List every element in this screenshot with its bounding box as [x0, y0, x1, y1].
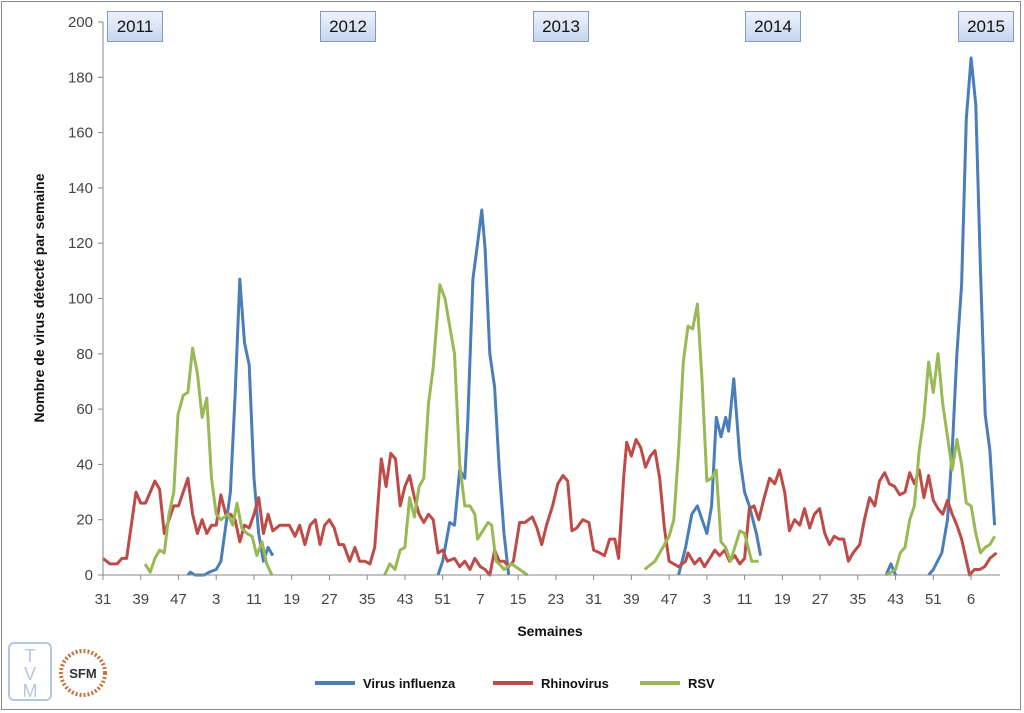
svg-text:T: T	[25, 646, 36, 666]
y-tick-label: 180	[68, 69, 93, 86]
y-ticks: 0 20 40 60 80 100 120 140 160 180 200	[68, 14, 103, 584]
x-tick-label: 6	[967, 591, 975, 608]
x-tick-label: 51	[925, 591, 942, 608]
y-tick-label: 140	[68, 180, 93, 197]
series-line-virus-influenza	[927, 56, 997, 576]
sfm-logo: SFM	[59, 649, 107, 697]
y-tick-label: 0	[85, 567, 93, 584]
x-tick-label: 43	[887, 591, 904, 608]
svg-text:V: V	[24, 664, 36, 684]
x-tick-label: 3	[703, 591, 711, 608]
legend: Virus influenza Rhinovirus RSV	[315, 676, 715, 691]
y-tick-label: 60	[76, 401, 93, 418]
series-line-rsv	[885, 352, 996, 577]
x-tick-label: 35	[359, 591, 376, 608]
x-tick-label: 11	[246, 591, 262, 608]
tvm-logo: T V M	[8, 642, 52, 701]
y-axis-title: Nombre de virus détecté par semaine	[31, 173, 47, 422]
series-line-rsv	[643, 302, 759, 571]
series-lines	[102, 56, 998, 577]
y-tick-label: 80	[76, 346, 93, 363]
svg-text:M: M	[23, 681, 38, 701]
x-tick-label: 15	[510, 591, 527, 608]
x-tick-label: 3	[212, 591, 220, 608]
legend-label: Rhinovirus	[541, 676, 609, 691]
x-tick-label: 47	[170, 591, 187, 608]
x-tick-label: 39	[132, 591, 149, 608]
y-tick-label: 40	[76, 456, 93, 473]
year-label: 2012	[320, 11, 376, 42]
x-axis-title: Semaines	[517, 623, 583, 639]
x-tick-label: 51	[434, 591, 451, 608]
x-tick-label: 39	[623, 591, 640, 608]
y-tick-label: 200	[68, 14, 93, 31]
x-tick-label: 23	[548, 591, 565, 608]
year-label: 2011	[107, 11, 163, 42]
x-tick-label: 19	[774, 591, 791, 608]
year-label: 2015	[958, 11, 1014, 42]
series-line-virus-influenza	[677, 377, 763, 576]
y-tick-label: 120	[68, 235, 93, 252]
x-tick-label: 31	[95, 591, 112, 608]
x-tick-label: 27	[812, 591, 829, 608]
x-tick-label: 47	[661, 591, 678, 608]
series-line-virus-influenza	[186, 277, 275, 577]
series-line-rhinovirus	[102, 438, 998, 577]
x-tick-label: 43	[397, 591, 414, 608]
x-tick-label: 19	[283, 591, 300, 608]
x-tick-label: 11	[737, 591, 753, 608]
x-tick-label: 31	[585, 591, 602, 608]
y-tick-label: 20	[76, 512, 93, 529]
year-label: 2014	[745, 11, 801, 42]
x-ticks: 31 39 47 3 11 19 27 35 43 51 7 15 23 31 39 47 3 11 19 27 35 4…	[95, 575, 975, 608]
series-line-rsv	[383, 283, 529, 577]
series-line-virus-influenza	[436, 208, 511, 576]
svg-text:SFM: SFM	[69, 666, 96, 681]
series-line-rsv	[143, 346, 274, 576]
x-tick-label: 7	[476, 591, 484, 608]
legend-label: RSV	[688, 676, 715, 691]
y-tick-label: 100	[68, 291, 93, 308]
x-tick-label: 27	[321, 591, 338, 608]
year-label: 2013	[533, 11, 589, 42]
y-tick-label: 160	[68, 125, 93, 142]
x-tick-label: 35	[849, 591, 866, 608]
legend-label: Virus influenza	[363, 676, 456, 691]
